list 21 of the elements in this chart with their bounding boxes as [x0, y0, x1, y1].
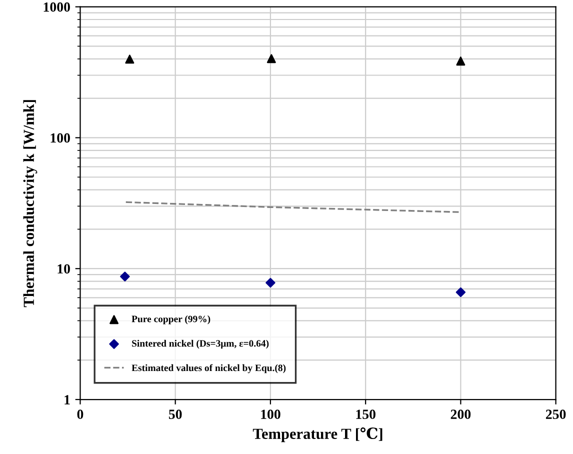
y-tick-label: 100 [50, 133, 70, 143]
point [120, 272, 130, 282]
y-axis-title: Thermal conductivity k [W/mk] [23, 100, 38, 308]
x-tick-label: 0 [77, 410, 84, 420]
x-axis-title: Temperature T [℃] [252, 427, 382, 442]
y-tick-label: 1000 [44, 2, 70, 12]
point [266, 54, 276, 64]
x-tick-label: 200 [450, 410, 471, 420]
x-tick-label: 150 [356, 410, 376, 420]
y-tick-label: 10 [58, 264, 70, 274]
point [456, 287, 466, 298]
point [125, 54, 134, 64]
point [266, 278, 276, 288]
legend-label: Estimated values of nickel by Equ.(8) [132, 364, 286, 374]
legend-label: Pure copper (99%) [132, 315, 210, 324]
point [456, 56, 466, 66]
x-tick-label: 50 [168, 410, 182, 420]
x-tick-label: 250 [546, 410, 566, 420]
legend-label: Sintered nickel (Ds=3μm, ε=0.64) [132, 340, 269, 349]
x-tick-label: 100 [261, 410, 280, 420]
y-tick-label: 1 [64, 395, 70, 404]
